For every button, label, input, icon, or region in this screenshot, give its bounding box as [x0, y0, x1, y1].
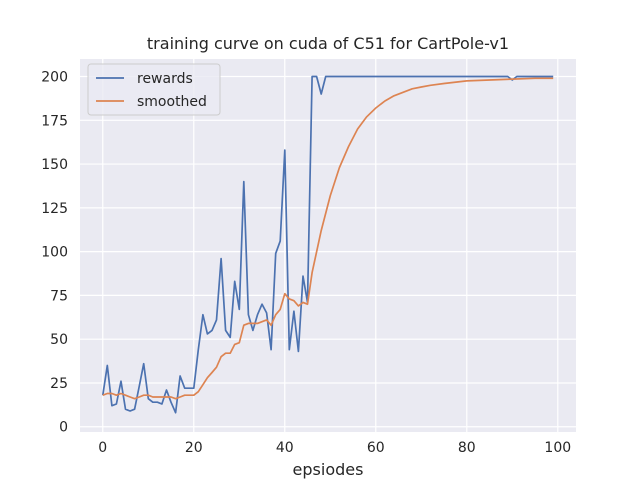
plot-area — [80, 59, 576, 432]
legend-label-rewards: rewards — [137, 71, 193, 87]
legend: rewards smoothed — [87, 63, 221, 116]
series-lines — [101, 75, 554, 414]
y-tick-label: 0 — [59, 420, 68, 436]
y-tick-label: 175 — [41, 113, 68, 129]
y-tick-label: 25 — [50, 376, 68, 392]
chart-title: training curve on cuda of C51 for CartPo… — [147, 34, 509, 53]
x-tick-label: 20 — [185, 440, 203, 456]
y-tick-label: 125 — [41, 201, 68, 217]
x-tick-label: 100 — [544, 440, 571, 456]
y-tick-label: 50 — [50, 332, 68, 348]
x-axis-label: epsiodes — [293, 460, 364, 479]
series-line-rewards — [101, 75, 554, 414]
x-tick-label: 80 — [458, 440, 476, 456]
tick-labels: 0 20 40 60 80 100 0 25 50 75 100 125 150 175 200 — [41, 70, 571, 456]
y-tick-label: 200 — [41, 70, 68, 86]
legend-label-smoothed: smoothed — [137, 94, 207, 110]
y-tick-label: 150 — [41, 157, 68, 173]
legend-box — [87, 63, 221, 116]
y-tick-label: 75 — [50, 288, 68, 304]
y-tick-label: 100 — [41, 245, 68, 261]
x-tick-label: 0 — [98, 440, 107, 456]
x-tick-label: 60 — [367, 440, 385, 456]
grid — [80, 59, 576, 432]
series-line-smoothed — [102, 77, 554, 400]
x-tick-label: 40 — [276, 440, 294, 456]
